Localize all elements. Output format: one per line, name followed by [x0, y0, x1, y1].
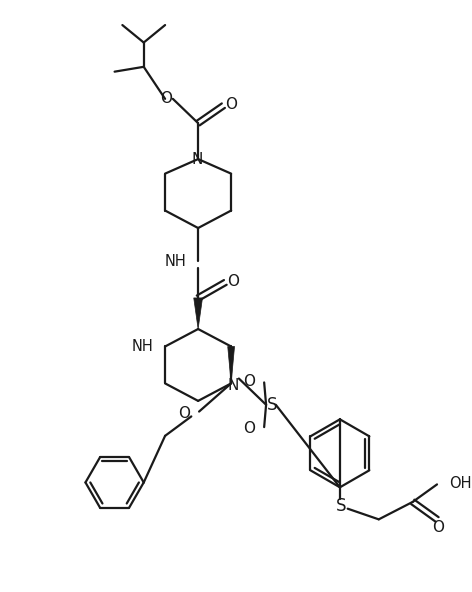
- Text: O: O: [225, 97, 237, 112]
- Text: S: S: [267, 396, 277, 414]
- Text: NH: NH: [132, 339, 153, 354]
- Text: N: N: [228, 378, 239, 393]
- Text: O: O: [432, 520, 444, 535]
- Text: O: O: [227, 274, 239, 289]
- Text: S: S: [336, 497, 346, 515]
- Text: OH: OH: [449, 476, 471, 491]
- Text: NH: NH: [165, 253, 186, 269]
- Text: O: O: [178, 406, 190, 421]
- Text: N: N: [192, 152, 203, 166]
- Polygon shape: [194, 298, 202, 329]
- Text: O: O: [244, 374, 255, 389]
- Text: O: O: [160, 91, 172, 107]
- Polygon shape: [228, 346, 235, 384]
- Text: O: O: [244, 420, 255, 436]
